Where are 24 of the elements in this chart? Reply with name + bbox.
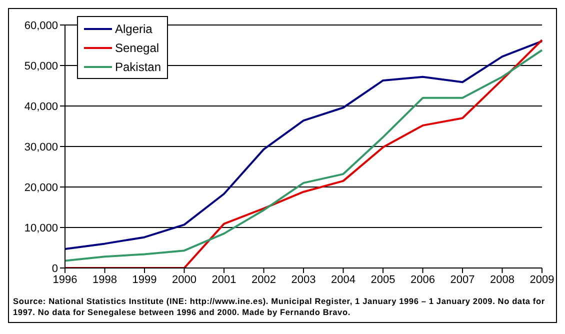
y-tick-label: 50,000 [24,60,58,72]
y-tick-label: 40,000 [24,100,58,113]
x-tick-label: 2008 [490,274,514,286]
legend-label: Senegal [115,40,160,54]
x-tick-label: 2000 [172,274,196,286]
y-tick-label: 30,000 [24,141,58,154]
legend-label: Algeria [115,22,152,36]
x-tick-label: 1999 [132,274,157,286]
source-note: Source: National Statistics Institute (INE: http://www.ine.es). Municipal Register, 1 January 1996 – 1 January 2009. No data for 1997. No data for Senegalese between 1996 and 2000. Made by Fernando Bravo. [13,296,546,318]
x-tick-label: 2006 [410,274,435,286]
x-tick-label: 1996 [52,274,78,286]
y-tick-label: 60,000 [24,20,58,32]
x-tick-label: 2005 [370,274,396,286]
y-tick-label: 10,000 [24,222,58,234]
x-tick-label: 2007 [450,274,475,286]
x-tick-label: 2004 [331,274,356,286]
x-tick-label: 2003 [291,274,316,286]
x-tick-label: 2002 [252,274,276,286]
y-tick-label: 0 [52,262,58,275]
y-tick-label: 20,000 [24,182,58,194]
x-tick-label: 2001 [212,274,236,286]
legend-label: Pakistan [115,60,162,74]
x-tick-label: 2009 [530,274,554,286]
x-tick-label: 1998 [92,274,117,286]
